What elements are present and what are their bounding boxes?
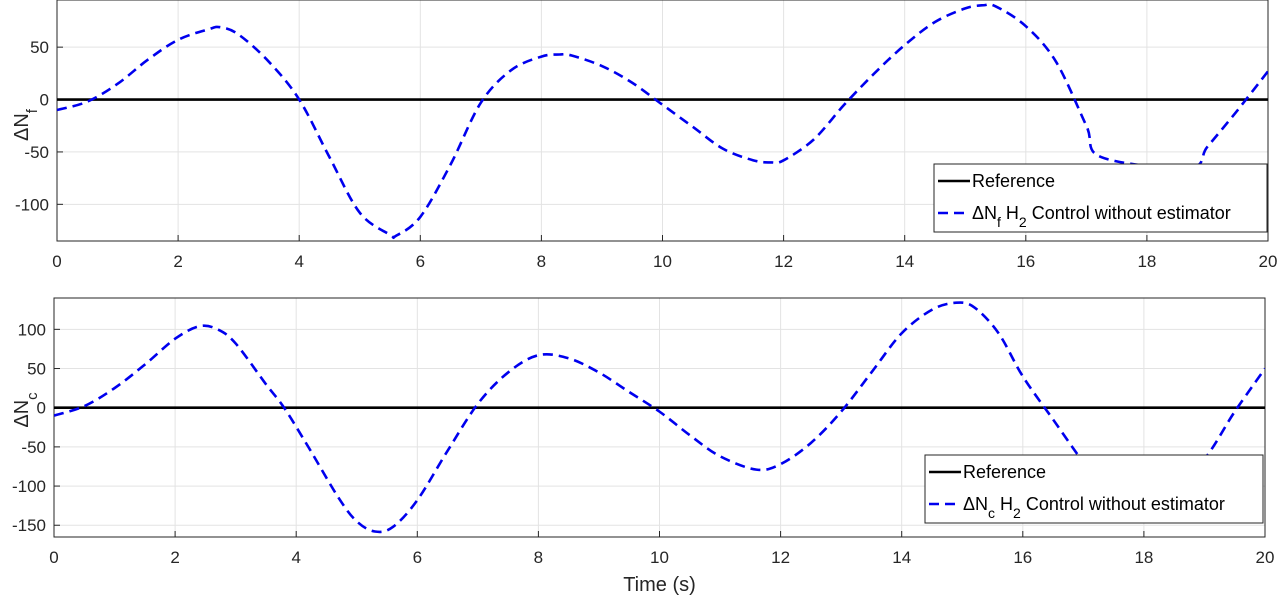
x-tick-label: 8 [534,548,543,567]
x-tick-label: 10 [650,548,669,567]
x-axis-label: Time (s) [623,574,696,596]
x-tick-label: 14 [892,548,911,567]
legend-subscript: 2 [1013,505,1021,521]
x-tick-label: 12 [771,548,790,567]
y-tick-label: 100 [18,320,46,339]
y-axis-label-main: ΔN [11,113,33,141]
legend-box [933,163,1268,233]
legend: Reference ΔNc H2 Control without estimato… [924,454,1264,524]
legend: Reference ΔNf H2 Control without estimato… [933,163,1268,233]
y-tick-label: 50 [27,360,46,379]
legend-text-part: H [995,494,1013,514]
y-tick-label: 0 [37,399,46,418]
y-tick-label: -100 [15,195,49,214]
y-axis-label-main: ΔN [11,400,33,428]
legend-entry-label: ΔNc H2 Control without estimator [963,494,1225,521]
x-tick-label: 18 [1134,548,1153,567]
subplot-2: 0 2 4 6 8 10 12 14 16 18 20100500-50-100-150ΔNcTim… [11,297,1275,596]
y-tick-label: -50 [24,143,49,162]
legend-entry-label: Reference [972,171,1055,191]
x-tick-label: 6 [413,548,422,567]
legend-entry-label: Reference [963,462,1046,482]
x-tick-label: 12 [774,252,793,271]
y-axis-label: ΔNc [11,392,41,428]
x-tick-label: 4 [294,252,303,271]
x-tick-label: 14 [895,252,914,271]
legend-entry-label: ΔNf H2 Control without estimator [972,203,1231,230]
y-axis-label: ΔNf [11,108,41,141]
legend-text-part: Control without estimator [1027,203,1231,223]
y-tick-label: 50 [30,38,49,57]
legend-text-part: ΔN [972,203,997,223]
legend-text-part: Control without estimator [1021,494,1225,514]
series-group [54,301,1265,534]
subplot-1: 0 2 4 6 8 10 12 14 16 18 20500-50-100ΔNfReferenceΔ… [11,0,1277,271]
x-tick-label: 8 [537,252,546,271]
x-tick-label: 18 [1137,252,1156,271]
y-tick-label: 0 [40,91,49,110]
x-tick-label: 16 [1013,548,1032,567]
x-tick-label: 20 [1256,548,1275,567]
x-tick-label: 0 [49,548,58,567]
y-tick-label: -100 [12,477,46,496]
y-tick-label: -50 [21,438,46,457]
x-tick-label: 20 [1259,252,1278,271]
x-tick-label: 10 [653,252,672,271]
series-line-h2-control [54,301,1265,534]
legend-box [924,454,1264,524]
y-tick-label: -150 [12,516,46,535]
x-tick-label: 0 [52,252,61,271]
legend-text-part: ΔN [963,494,988,514]
y-axis-label-subscript: c [24,392,41,400]
legend-subscript: c [988,505,995,521]
legend-text-part: H [1001,203,1019,223]
legend-subscript: 2 [1019,214,1027,230]
x-tick-label: 2 [173,252,182,271]
x-tick-label: 6 [416,252,425,271]
series-group [57,3,1268,240]
x-tick-label: 2 [170,548,179,567]
x-tick-label: 4 [291,548,300,567]
y-axis-label-subscript: f [24,108,41,113]
x-tick-label: 16 [1016,252,1035,271]
series-line-h2-control [57,3,1268,240]
legend-subscript: f [997,214,1001,230]
